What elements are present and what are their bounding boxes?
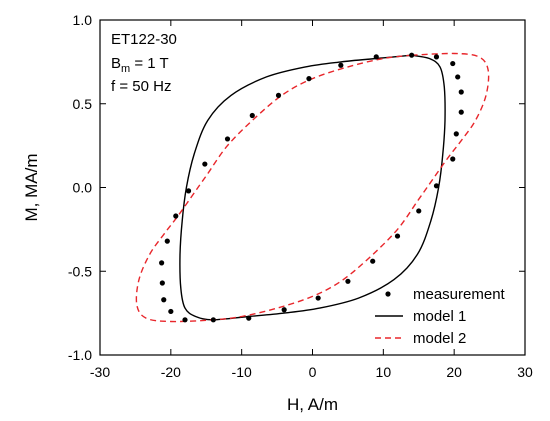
measurement-point: [370, 258, 376, 264]
measurement-point: [168, 308, 174, 315]
y-tick-label: 0.5: [73, 96, 93, 112]
legend: measurement model 1 model 2: [375, 286, 506, 347]
measurement-point: [275, 92, 282, 98]
x-tick-label: 10: [376, 364, 392, 380]
measurement-point: [182, 317, 188, 323]
y-tick-label: 1.0: [73, 12, 93, 28]
annotation-flux-density: Bm = 1 T: [111, 55, 169, 75]
measurement-point: [185, 188, 192, 194]
measurement-point: [433, 54, 440, 60]
y-tick-label: -0.5: [68, 263, 92, 279]
annotation-frequency: f = 50 Hz: [111, 78, 171, 95]
measurement-point: [458, 109, 464, 115]
x-axis-label: H, A/m: [287, 395, 338, 414]
measurement-point: [409, 52, 415, 58]
measurement-point: [202, 161, 208, 167]
measurement-point: [394, 233, 401, 239]
measurement-point: [450, 60, 456, 67]
y-tick-label: -1.0: [68, 347, 92, 363]
legend-marker-measurement: [385, 291, 391, 297]
measurement-point: [173, 213, 179, 219]
tick-layer: -30 -20 -10 0 10 20 30 -1.0 -0.5 0.0 0.5 1.0: [68, 12, 533, 380]
measurement-point: [338, 62, 344, 68]
x-tick-label: -10: [232, 364, 252, 380]
annotation-flux-subscript: m: [121, 63, 130, 75]
measurement-point: [455, 74, 461, 80]
measurement-point: [458, 89, 464, 95]
measurement-point: [161, 297, 167, 303]
annotation-flux-value: = 1 T: [130, 55, 169, 72]
measurement-point: [453, 131, 459, 137]
x-tick-label: 20: [446, 364, 462, 380]
x-tick-label: -20: [161, 364, 181, 380]
measurement-point: [249, 112, 255, 119]
x-tick-label: 0: [309, 364, 317, 380]
measurement-point: [210, 317, 216, 323]
measurement-point: [246, 315, 252, 321]
legend-label: measurement: [413, 286, 506, 303]
legend-label: model 1: [413, 308, 466, 325]
measurement-point: [159, 280, 165, 286]
measurement-point: [164, 238, 170, 244]
measurement-point: [433, 183, 440, 189]
annotation-flux-symbol: B: [111, 55, 121, 72]
model-1-curve: [179, 54, 446, 321]
measurement-point: [416, 208, 422, 214]
y-tick-label: 0.0: [73, 180, 93, 196]
measurement-point: [345, 278, 351, 284]
measurement-point: [281, 307, 287, 313]
x-tick-label: -30: [90, 364, 110, 380]
legend-label: model 2: [413, 330, 466, 347]
measurement-point: [159, 260, 165, 266]
y-axis-label: M, MA/m: [22, 154, 41, 222]
measurement-point: [450, 156, 456, 162]
measurement-point: [224, 136, 231, 142]
measurement-point: [315, 295, 321, 301]
measurement-point: [373, 54, 379, 60]
marker-layer: [159, 52, 464, 323]
annotation-material: ET122-30: [111, 31, 177, 48]
measurement-point: [306, 76, 312, 82]
x-tick-label: 30: [517, 364, 533, 380]
